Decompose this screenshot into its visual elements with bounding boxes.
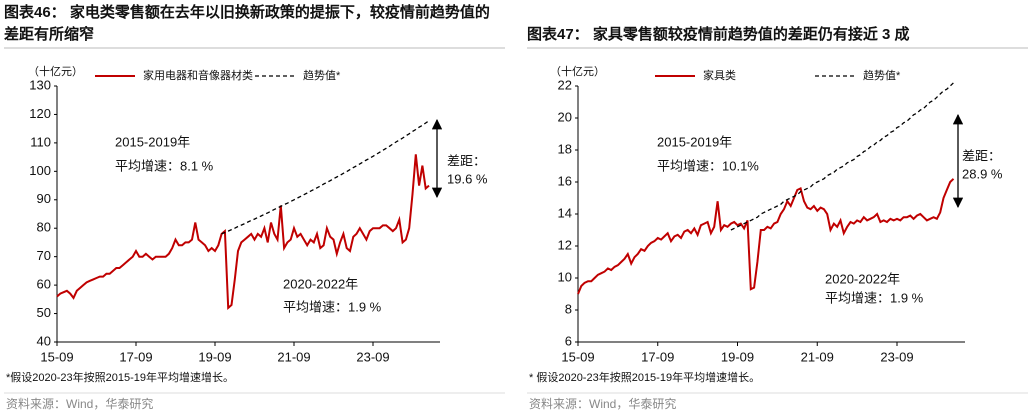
annotation: 2015-2019年 (115, 134, 190, 149)
series-line (56, 154, 430, 311)
chart-title: 图表46： 家电类零售额在去年以旧换新政策的提振下，较疫情前趋势值的差距有所缩窄 (4, 4, 490, 43)
series-line (577, 178, 955, 295)
y-tick-label: 10 (558, 269, 572, 284)
y-tick-label: 20 (558, 109, 572, 124)
chart-title: 图表47： 家具零售额较疫情前趋势值的差距仍有接近 3 成 (527, 26, 910, 43)
legend-label: 家具类 (703, 68, 736, 82)
legend-label: 趋势值* (303, 69, 341, 82)
source: 资料来源：Wind，华泰研究 (6, 396, 153, 411)
annotation: 2020-2022年 (283, 276, 358, 291)
y-tick-label: 16 (558, 173, 572, 188)
y-tick-label: 8 (565, 301, 572, 316)
x-tick-label: 15-09 (561, 349, 594, 364)
y-tick-label: 40 (37, 333, 51, 348)
x-tick-label: 21-09 (801, 349, 834, 364)
source: 资料来源：Wind，华泰研究 (529, 396, 676, 411)
x-tick-label: 21-09 (277, 349, 310, 364)
y-tick-label: 110 (30, 134, 51, 149)
x-tick-label: 23-09 (356, 349, 389, 364)
annotation: 平均增速：8.1 % (115, 158, 214, 173)
y-tick-label: 18 (558, 141, 572, 156)
y-tick-label: 12 (558, 237, 572, 252)
y-tick-label: 60 (37, 277, 51, 292)
annotation: 2015-2019年 (657, 134, 732, 149)
legend-label: 家用电器和音像器材类 (143, 68, 253, 82)
y-tick-label: 80 (37, 220, 51, 235)
x-tick-label: 19-09 (721, 349, 754, 364)
y-tick-label: 70 (37, 248, 51, 263)
annotation: 差距： (962, 148, 1001, 163)
series-line (730, 82, 954, 231)
unit-label: （十亿元） (550, 64, 605, 78)
y-tick-label: 130 (29, 77, 51, 92)
y-tick-label: 50 (37, 305, 51, 320)
x-tick-label: 17-09 (641, 349, 674, 364)
footnote: * 假设2020-23年按照2015-19年平均增速增长。 (529, 370, 760, 384)
annotation: 28.9 % (962, 166, 1003, 181)
annotation: 平均增速：1.9 % (283, 299, 382, 314)
series-line (221, 120, 430, 235)
y-tick-label: 120 (29, 106, 51, 121)
legend-label: 趋势值* (863, 69, 901, 82)
y-tick-label: 100 (29, 163, 51, 178)
x-tick-label: 23-09 (880, 349, 913, 364)
y-tick-label: 6 (565, 333, 572, 348)
y-tick-label: 22 (558, 77, 572, 92)
y-tick-label: 14 (558, 205, 572, 220)
annotation: 19.6 % (447, 171, 488, 186)
footnote: *假设2020-23年按照2015-19年平均增速增长。 (6, 370, 234, 384)
annotation: 2020-2022年 (825, 271, 900, 286)
annotation: 平均增速：1.9 % (825, 290, 924, 305)
x-tick-label: 17-09 (119, 349, 152, 364)
annotation: 平均增速：10.1% (657, 158, 759, 173)
x-tick-label: 15-09 (40, 349, 73, 364)
annotation: 差距： (447, 153, 486, 168)
unit-label: （十亿元） (28, 64, 83, 78)
x-tick-label: 19-09 (198, 349, 231, 364)
y-tick-label: 90 (37, 191, 51, 206)
